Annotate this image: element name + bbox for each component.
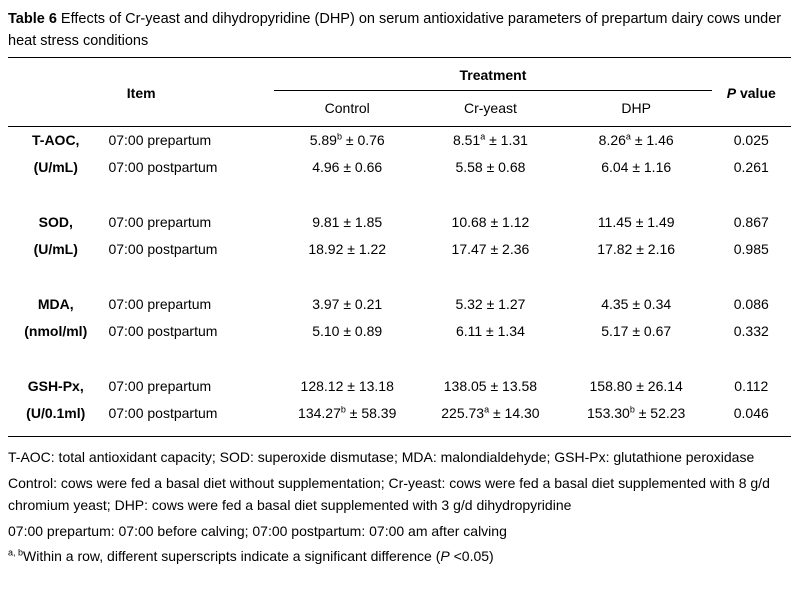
value-cell: 4.35 ± 0.34 bbox=[601, 295, 672, 312]
value-cell: 8.26a ± 1.46 bbox=[598, 131, 674, 148]
value-cell: 17.82 ± 2.16 bbox=[597, 240, 676, 257]
value-cell: 6.04 ± 1.16 bbox=[601, 158, 672, 175]
spacer-cell bbox=[8, 263, 791, 291]
footnote-text: <0.05) bbox=[449, 548, 494, 564]
spacer-row bbox=[8, 263, 791, 291]
spacer-row bbox=[8, 345, 791, 373]
footnote-text: 07:00 prepartum: 07:00 before calving; 0… bbox=[8, 522, 507, 539]
header-item: Item bbox=[8, 57, 275, 127]
table-row: (U/mL) 07:00 postpartum 18.92 ± 1.22 17.47 … bbox=[8, 236, 791, 263]
table-title-text: Effects of Cr-yeast and dihydropyridine … bbox=[8, 11, 782, 50]
header-row-2: Control Cr-yeast DHP bbox=[8, 90, 791, 127]
value-cell: 5.58 ± 0.68 bbox=[455, 158, 526, 175]
spacer-cell bbox=[8, 181, 791, 209]
table-row: (nmol/ml) 07:00 postpartum 5.10 ± 0.89 6.11… bbox=[8, 318, 791, 345]
footnote-text: T-AOC: total antioxidant capacity; SOD: … bbox=[8, 449, 755, 466]
end-pad-row bbox=[8, 427, 791, 437]
header-dhp: DHP bbox=[560, 90, 712, 127]
table-title-label: Table 6 bbox=[8, 11, 57, 27]
p-value-cell: 0.025 bbox=[733, 131, 769, 148]
row-label: (U/mL) bbox=[33, 240, 78, 257]
value-cell: 10.68 ± 1.12 bbox=[451, 213, 530, 230]
spacer-row bbox=[8, 181, 791, 209]
time-label: 07:00 postpartum bbox=[108, 404, 218, 421]
value-cell: 3.97 ± 0.21 bbox=[312, 295, 383, 312]
value-cell: 138.05 ± 13.58 bbox=[443, 377, 538, 394]
header-row-1: Item Treatment P value bbox=[8, 57, 791, 127]
footnote-italic: P bbox=[440, 548, 450, 564]
data-table: Item Treatment P value Control Cr-yeast … bbox=[8, 56, 791, 438]
superscript: a bbox=[480, 131, 486, 142]
superscript: a bbox=[484, 404, 490, 415]
value-cell: 5.32 ± 1.27 bbox=[455, 295, 526, 312]
footnote: a, bWithin a row, different superscripts… bbox=[8, 545, 791, 567]
row-label: (U/0.1ml) bbox=[26, 404, 86, 421]
time-label: 07:00 prepartum bbox=[108, 295, 212, 312]
p-value-italic: P bbox=[726, 84, 737, 101]
header-treatment: Treatment bbox=[274, 57, 712, 91]
header-cr-yeast: Cr-yeast bbox=[420, 90, 561, 127]
time-label: 07:00 prepartum bbox=[108, 213, 212, 230]
p-value-cell: 0.261 bbox=[733, 158, 769, 175]
table-row: (U/0.1ml) 07:00 postpartum 134.27b ± 58.39… bbox=[8, 400, 791, 427]
spacer-cell bbox=[8, 345, 791, 373]
footnote: Control: cows were fed a basal diet with… bbox=[8, 472, 791, 517]
superscript: b bbox=[340, 404, 346, 415]
time-label: 07:00 prepartum bbox=[108, 377, 212, 394]
value-cell: 158.80 ± 26.14 bbox=[589, 377, 683, 394]
p-value-cell: 0.332 bbox=[733, 322, 769, 339]
value-cell: 5.10 ± 0.89 bbox=[312, 322, 383, 339]
footnotes: T-AOC: total antioxidant capacity; SOD: … bbox=[8, 446, 791, 567]
value-cell: 134.27b ± 58.39 bbox=[298, 404, 397, 421]
row-label: MDA, bbox=[37, 295, 74, 312]
footnote-text: Control: cows were fed a basal diet with… bbox=[8, 474, 770, 514]
value-cell: 8.51a ± 1.31 bbox=[452, 131, 528, 148]
time-label: 07:00 postpartum bbox=[108, 240, 218, 257]
row-label: SOD, bbox=[38, 213, 73, 230]
value-cell: 4.96 ± 0.66 bbox=[312, 158, 383, 175]
p-value-cell: 0.867 bbox=[733, 213, 769, 230]
header-p-value: P value bbox=[711, 57, 791, 127]
value-cell: 17.47 ± 2.36 bbox=[451, 240, 530, 257]
table-row: T-AOC, 07:00 prepartum 5.89b ± 0.76 8.51a ±… bbox=[8, 126, 791, 154]
value-cell: 18.92 ± 1.22 bbox=[308, 240, 387, 257]
footnote-text: Within a row, different superscripts ind… bbox=[23, 548, 441, 564]
time-label: 07:00 postpartum bbox=[108, 322, 218, 339]
header-control: Control bbox=[274, 90, 421, 127]
table-row: GSH-Px, 07:00 prepartum 128.12 ± 13.18 138.… bbox=[8, 373, 791, 400]
p-value-cell: 0.985 bbox=[733, 240, 769, 257]
superscript: b bbox=[336, 131, 342, 142]
value-cell: 128.12 ± 13.18 bbox=[300, 377, 394, 394]
table-header: Item Treatment P value Control Cr-yeast … bbox=[8, 57, 791, 127]
superscript: b bbox=[629, 404, 635, 415]
footnote-superscript: a, b bbox=[8, 547, 24, 558]
table-row: SOD, 07:00 prepartum 9.81 ± 1.85 10.68 ± 1.… bbox=[8, 209, 791, 236]
footnote: 07:00 prepartum: 07:00 before calving; 0… bbox=[8, 520, 791, 542]
row-label: GSH-Px, bbox=[27, 377, 84, 394]
value-cell: 225.73a ± 14.30 bbox=[441, 404, 540, 421]
table-body: T-AOC, 07:00 prepartum 5.89b ± 0.76 8.51a ±… bbox=[8, 126, 791, 437]
end-pad-cell bbox=[8, 427, 791, 437]
value-cell: 9.81 ± 1.85 bbox=[312, 213, 383, 230]
time-label: 07:00 postpartum bbox=[108, 158, 218, 175]
value-cell: 153.30b ± 52.23 bbox=[587, 404, 686, 421]
value-cell: 5.89b ± 0.76 bbox=[309, 131, 385, 148]
p-value-rest: value bbox=[736, 84, 776, 101]
table-row: (U/mL) 07:00 postpartum 4.96 ± 0.66 5.58 ± … bbox=[8, 154, 791, 181]
p-value-cell: 0.046 bbox=[733, 404, 769, 421]
value-cell: 5.17 ± 0.67 bbox=[601, 322, 672, 339]
row-label: (nmol/ml) bbox=[24, 322, 88, 339]
time-label: 07:00 prepartum bbox=[108, 131, 212, 148]
table-title: Table 6 Effects of Cr-yeast and dihydrop… bbox=[8, 8, 791, 53]
p-value-cell: 0.112 bbox=[734, 377, 769, 394]
row-label: (U/mL) bbox=[33, 158, 78, 175]
superscript: a bbox=[625, 131, 631, 142]
p-value-cell: 0.086 bbox=[733, 295, 769, 312]
value-cell: 11.45 ± 1.49 bbox=[597, 213, 675, 230]
table-row: MDA, 07:00 prepartum 3.97 ± 0.21 5.32 ± 1.2… bbox=[8, 291, 791, 318]
row-label: T-AOC, bbox=[32, 131, 80, 148]
footnote: T-AOC: total antioxidant capacity; SOD: … bbox=[8, 446, 791, 468]
value-cell: 6.11 ± 1.34 bbox=[455, 322, 525, 339]
